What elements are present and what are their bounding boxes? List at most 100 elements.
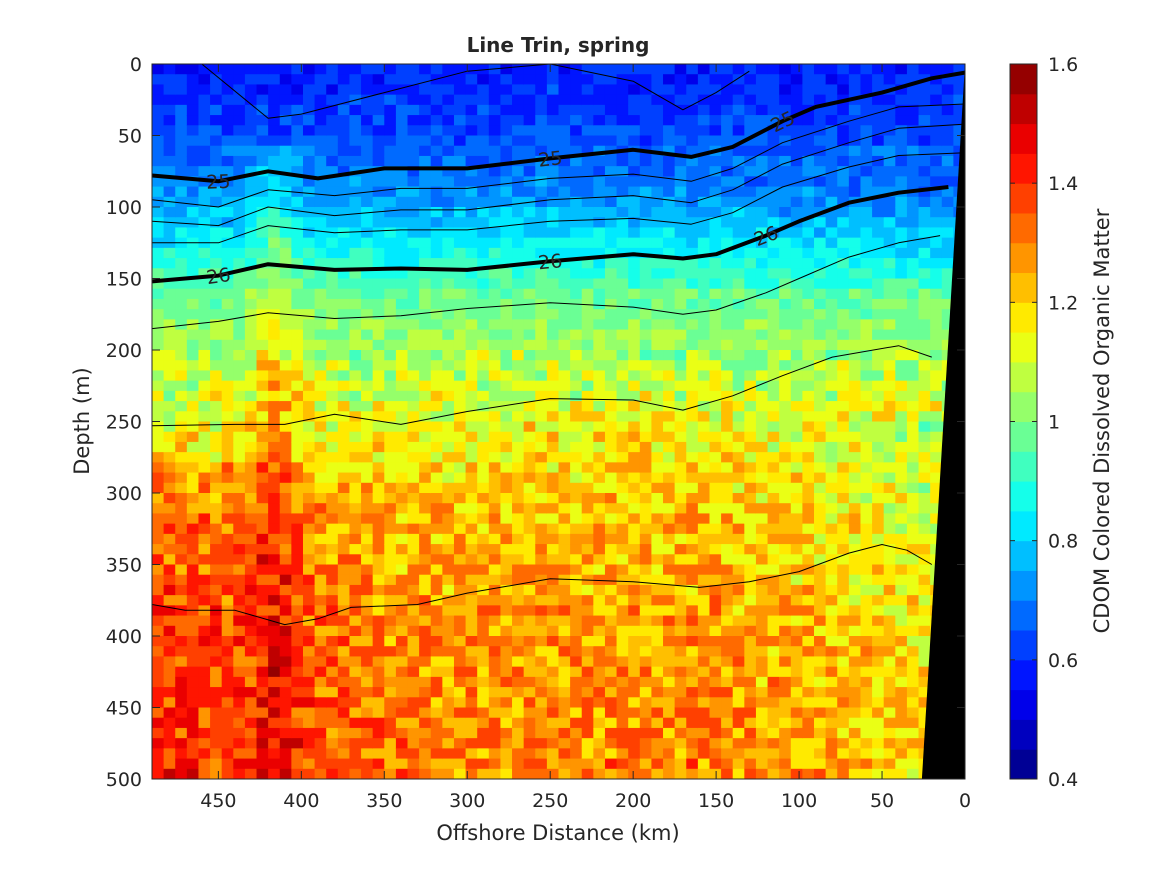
heatmap-cell	[338, 646, 350, 657]
heatmap-cell	[756, 595, 768, 606]
heatmap-cell	[814, 187, 826, 198]
heatmap-cell	[721, 769, 733, 780]
heatmap-cell	[442, 340, 454, 351]
heatmap-cell	[559, 738, 571, 749]
heatmap-cell	[709, 646, 721, 657]
heatmap-cell	[709, 268, 721, 279]
heatmap-cell	[384, 697, 396, 708]
heatmap-cell	[326, 462, 338, 473]
heatmap-cell	[686, 605, 698, 616]
heatmap-cell	[559, 575, 571, 586]
heatmap-cell	[489, 391, 501, 402]
heatmap-cell	[187, 370, 199, 381]
heatmap-cell	[326, 217, 338, 228]
heatmap-cell	[373, 667, 385, 678]
heatmap-cell	[814, 136, 826, 147]
heatmap-cell	[477, 248, 489, 259]
heatmap-cell	[709, 64, 721, 75]
heatmap-cell	[698, 605, 710, 616]
heatmap-cell	[559, 687, 571, 698]
heatmap-cell	[744, 554, 756, 565]
heatmap-cell	[570, 759, 582, 770]
heatmap-cell	[837, 74, 849, 85]
heatmap-cell	[756, 95, 768, 106]
heatmap-cell	[675, 95, 687, 106]
heatmap-cell	[849, 697, 861, 708]
heatmap-cell	[233, 759, 245, 770]
heatmap-cell	[396, 64, 408, 75]
heatmap-cell	[349, 381, 361, 392]
heatmap-cell	[593, 340, 605, 351]
heatmap-cell	[884, 442, 896, 453]
heatmap-cell	[895, 432, 907, 443]
heatmap-cell	[791, 687, 803, 698]
heatmap-cell	[477, 340, 489, 351]
heatmap-cell	[466, 626, 478, 637]
heatmap-cell	[152, 289, 164, 300]
heatmap-cell	[605, 473, 617, 484]
heatmap-cell	[419, 565, 431, 576]
heatmap-cell	[860, 626, 872, 637]
heatmap-cell	[709, 493, 721, 504]
heatmap-cell	[222, 207, 234, 218]
heatmap-cell	[686, 115, 698, 126]
heatmap-cell	[814, 370, 826, 381]
heatmap-cell	[489, 187, 501, 198]
heatmap-cell	[489, 667, 501, 678]
heatmap-cell	[895, 391, 907, 402]
heatmap-cell	[663, 289, 675, 300]
heatmap-cell	[698, 136, 710, 147]
heatmap-cell	[280, 330, 292, 341]
heatmap-cell	[175, 370, 187, 381]
heatmap-cell	[210, 462, 222, 473]
heatmap-cell	[814, 422, 826, 433]
heatmap-cell	[582, 585, 594, 596]
heatmap-cell	[884, 319, 896, 330]
heatmap-cell	[686, 483, 698, 494]
heatmap-cell	[802, 146, 814, 157]
heatmap-cell	[349, 748, 361, 759]
heatmap-cell	[326, 534, 338, 545]
heatmap-cell	[837, 738, 849, 749]
heatmap-cell	[268, 769, 280, 780]
heatmap-cell	[303, 636, 315, 647]
heatmap-cell	[500, 64, 512, 75]
heatmap-cell	[895, 299, 907, 310]
heatmap-cell	[233, 748, 245, 759]
heatmap-cell	[524, 330, 536, 341]
heatmap-cell	[675, 503, 687, 514]
heatmap-cell	[373, 95, 385, 106]
heatmap-cell	[442, 146, 454, 157]
heatmap-cell	[570, 667, 582, 678]
heatmap-cell	[361, 575, 373, 586]
heatmap-cell	[280, 769, 292, 780]
heatmap-cell	[907, 391, 919, 402]
heatmap-cell	[663, 64, 675, 75]
heatmap-cell	[617, 565, 629, 576]
heatmap-cell	[826, 524, 838, 535]
heatmap-cell	[605, 258, 617, 269]
heatmap-cell	[152, 350, 164, 361]
heatmap-cell	[291, 299, 303, 310]
heatmap-cell	[919, 513, 931, 524]
heatmap-cell	[907, 656, 919, 667]
heatmap-cell	[768, 156, 780, 167]
colorbar-segment	[1010, 749, 1037, 779]
heatmap-cell	[361, 708, 373, 719]
heatmap-cell	[570, 422, 582, 433]
heatmap-cell	[675, 309, 687, 320]
heatmap-cell	[175, 473, 187, 484]
heatmap-cell	[268, 289, 280, 300]
heatmap-cell	[268, 125, 280, 136]
heatmap-cell	[477, 554, 489, 565]
heatmap-cell	[210, 452, 222, 463]
heatmap-cell	[617, 309, 629, 320]
heatmap-cell	[338, 452, 350, 463]
heatmap-cell	[338, 636, 350, 647]
heatmap-cell	[744, 605, 756, 616]
heatmap-cell	[919, 616, 931, 627]
heatmap-cell	[721, 616, 733, 627]
heatmap-cell	[524, 473, 536, 484]
heatmap-cell	[779, 493, 791, 504]
